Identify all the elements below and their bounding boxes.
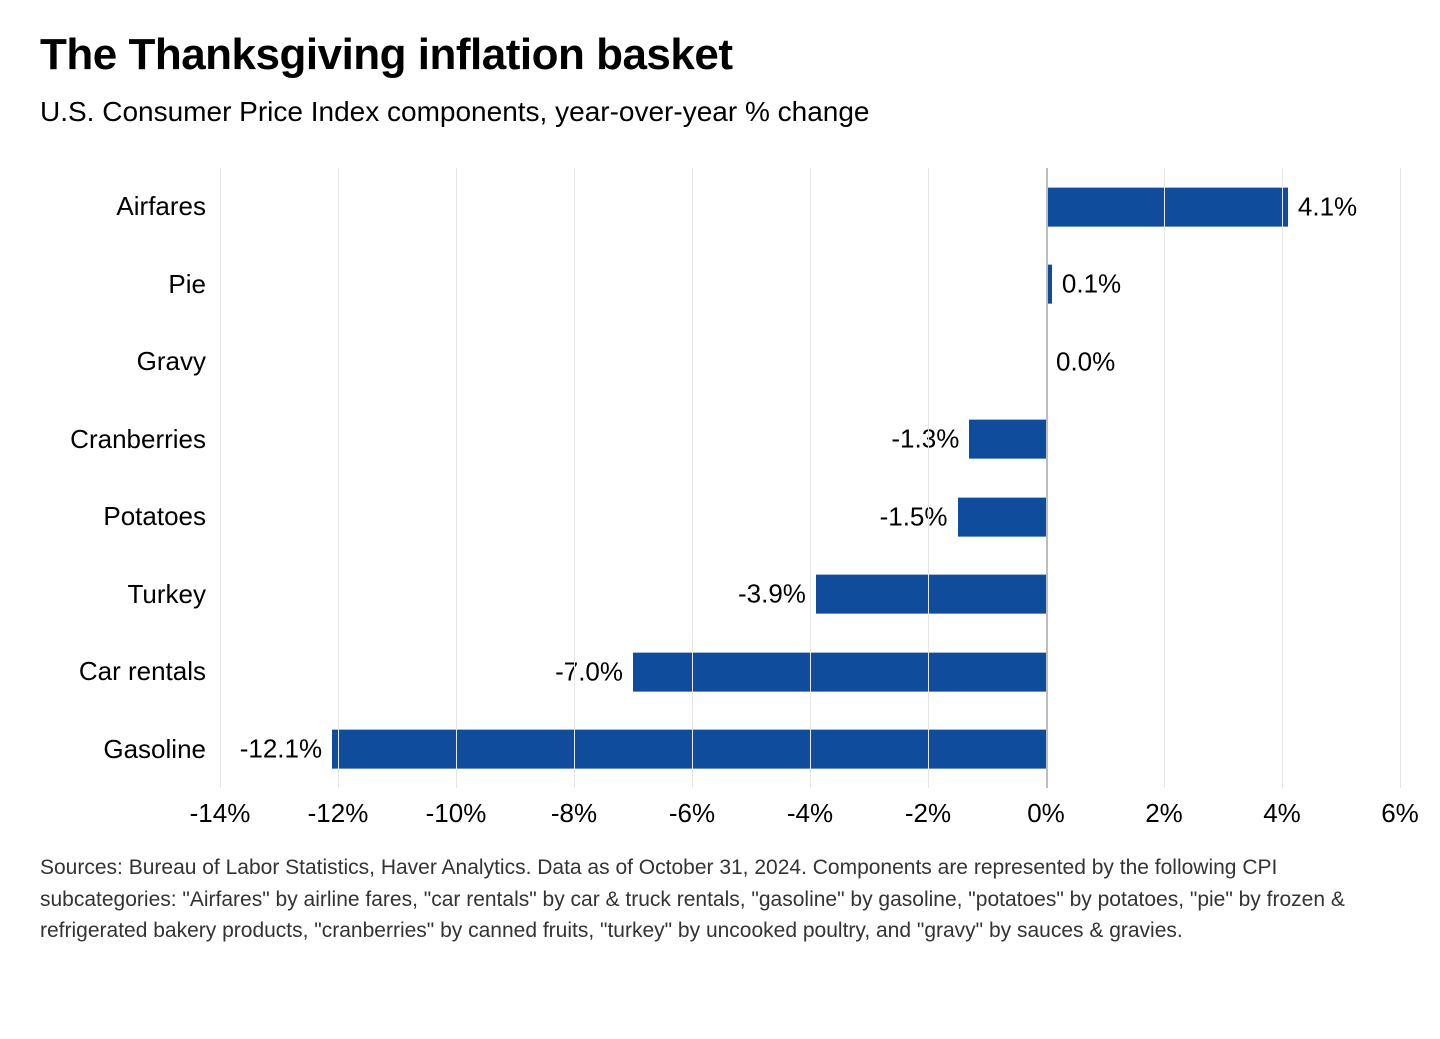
x-tick-label: -14%: [190, 798, 251, 829]
footnote-text: Sources: Bureau of Labor Statistics, Hav…: [40, 852, 1400, 947]
bar: [633, 652, 1046, 691]
bar: [958, 497, 1047, 536]
gridline: [456, 168, 457, 788]
chart-page: The Thanksgiving inflation basket U.S. C…: [0, 0, 1440, 1039]
gridline: [220, 168, 221, 788]
x-tick-label: 2%: [1145, 798, 1183, 829]
x-tick-label: -10%: [426, 798, 487, 829]
bar: [1046, 187, 1288, 226]
x-axis: -14%-12%-10%-8%-6%-4%-2%0%2%4%6%: [40, 798, 1400, 828]
x-tick-label: -6%: [669, 798, 715, 829]
zero-gridline: [1046, 168, 1048, 788]
category-label: Pie: [40, 269, 206, 300]
bar-value-label: -12.1%: [240, 734, 322, 765]
bar-value-label: -1.3%: [891, 424, 959, 455]
category-label: Cranberries: [40, 424, 206, 455]
bar-value-label: 0.0%: [1056, 346, 1115, 377]
x-axis-ticks: -14%-12%-10%-8%-6%-4%-2%0%2%4%6%: [220, 798, 1400, 828]
chart-subtitle: U.S. Consumer Price Index components, ye…: [40, 96, 1400, 128]
category-label: Gasoline: [40, 734, 206, 765]
bar-value-label: -1.5%: [880, 501, 948, 532]
x-tick-label: -4%: [787, 798, 833, 829]
gridline: [338, 168, 339, 788]
bar: [816, 575, 1046, 614]
bar-value-label: 4.1%: [1298, 191, 1357, 222]
gridline: [810, 168, 811, 788]
bar: [332, 730, 1046, 769]
category-label: Gravy: [40, 346, 206, 377]
gridline: [1282, 168, 1283, 788]
gridline: [574, 168, 575, 788]
gridline: [692, 168, 693, 788]
gridline: [928, 168, 929, 788]
category-label: Car rentals: [40, 656, 206, 687]
x-tick-label: -2%: [905, 798, 951, 829]
category-label: Airfares: [40, 191, 206, 222]
bar-value-label: -3.9%: [738, 579, 806, 610]
gridline: [1164, 168, 1165, 788]
plot-area: 4.1% 0.1% 0.0% -1.3% -1.5% -3.9% -7.0% -12.1%: [220, 168, 1400, 788]
x-tick-label: 4%: [1263, 798, 1301, 829]
x-tick-label: 0%: [1027, 798, 1065, 829]
category-label: Turkey: [40, 579, 206, 610]
y-axis-labels: Airfares Pie Gravy Cranberries Potatoes Turke…: [40, 168, 220, 788]
bar-value-label: 0.1%: [1062, 269, 1121, 300]
bar: [969, 420, 1046, 459]
chart-area: Airfares Pie Gravy Cranberries Potatoes Turke…: [40, 168, 1400, 788]
gridline: [1400, 168, 1401, 788]
x-tick-label: -12%: [308, 798, 369, 829]
bar-value-label: -7.0%: [555, 656, 623, 687]
category-label: Potatoes: [40, 501, 206, 532]
x-tick-label: 6%: [1381, 798, 1419, 829]
x-tick-label: -8%: [551, 798, 597, 829]
chart-title: The Thanksgiving inflation basket: [40, 30, 1400, 80]
